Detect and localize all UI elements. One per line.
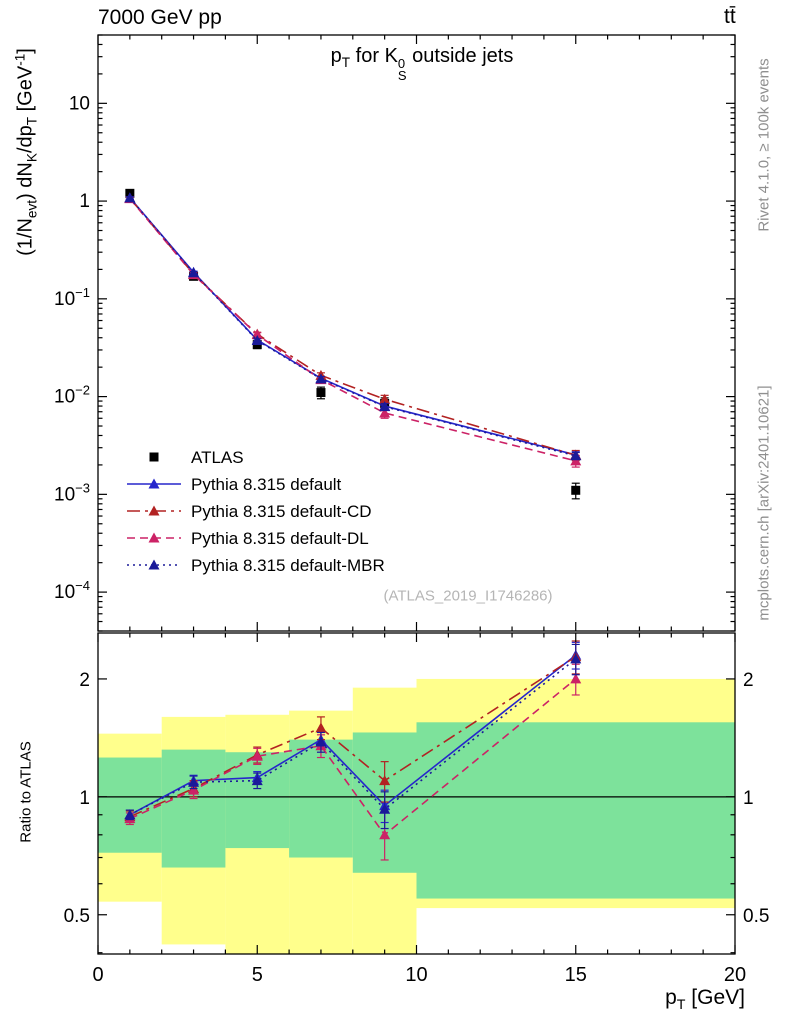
data-point (570, 673, 582, 684)
legend-label: Pythia 8.315 default-MBR (191, 556, 385, 575)
series-pythia-8-315-default-dl (124, 193, 582, 468)
x-axis-label: pT [GeV] (665, 986, 745, 1013)
legend-item-atlas: ATLAS (149, 448, 244, 467)
data-point (149, 452, 159, 462)
legend-item-pythia-8-315-default: Pythia 8.315 default (127, 475, 342, 494)
data-point (124, 809, 136, 820)
main-y-axis-label: (1/Nevt) dNK/dpT [GeV-1] (12, 48, 40, 256)
series-pythia-8-315-default (124, 192, 582, 460)
x-tick-label: 5 (252, 964, 263, 986)
series-pythia-8-315-default-mbr (124, 192, 582, 461)
legend-label: Pythia 8.315 default-CD (191, 502, 372, 521)
data-point (148, 505, 160, 516)
legend: ATLAS Pythia 8.315 default Pythia 8.315 de… (127, 448, 385, 575)
ratio-tick-label: 1 (79, 788, 90, 809)
mcplots-reference-label: mcplots.cern.ch [arXiv:2401.10621] (755, 385, 773, 621)
ratio-tick-label: 0.5 (743, 906, 769, 927)
data-point (124, 192, 136, 203)
inner-uncertainty-band (161, 749, 226, 868)
x-tick-label: 20 (724, 964, 746, 986)
legend-label: Pythia 8.315 default (191, 475, 342, 494)
y-tick-label: 10−3 (54, 480, 90, 505)
ratio-tick-label: 2 (743, 670, 754, 691)
rivet-version-label: Rivet 4.1.0, ≥ 100k events (755, 58, 773, 232)
data-point (315, 373, 327, 384)
data-point (571, 485, 581, 495)
data-point (148, 478, 160, 489)
data-point (315, 736, 327, 747)
data-point (379, 803, 391, 814)
x-tick-label: 10 (405, 964, 427, 986)
legend-item-pythia-8-315-default-cd: Pythia 8.315 default-CD (127, 502, 372, 521)
ratio-tick-label: 1 (743, 788, 754, 809)
data-point (379, 401, 391, 412)
legend-item-pythia-8-315-default-dl: Pythia 8.315 default-DL (127, 529, 369, 548)
data-point (570, 455, 582, 466)
uncertainty-bands (98, 678, 735, 954)
data-point (251, 750, 263, 761)
data-point (570, 653, 582, 664)
data-point (251, 334, 263, 345)
data-point (379, 393, 391, 404)
axis-ticks (97, 34, 736, 954)
x-tick-label: 0 (92, 964, 103, 986)
data-point (148, 532, 160, 543)
legend-label: ATLAS (191, 448, 244, 467)
y-tick-label: 10−2 (54, 383, 90, 408)
legend-item-pythia-8-315-default-mbr: Pythia 8.315 default-MBR (127, 556, 385, 575)
data-point (188, 267, 200, 278)
series-pythia-8-315-default-mbr (124, 643, 582, 830)
ratio-y-axis-label: Ratio to ATLAS (17, 741, 35, 843)
x-tick-label: 15 (565, 964, 587, 986)
series-pythia-8-315-default-cd (124, 192, 582, 462)
data-point (379, 775, 391, 786)
y-tick-label: 10−1 (54, 285, 90, 310)
data-point (316, 388, 326, 398)
inner-uncertainty-band (98, 757, 162, 853)
inner-uncertainty-band (416, 722, 735, 899)
process-label: tt̄ (724, 5, 736, 28)
y-tick-label: 10−4 (54, 578, 90, 603)
legend-label: Pythia 8.315 default-DL (191, 529, 369, 548)
data-point (251, 775, 263, 786)
data-point (315, 722, 327, 733)
analysis-id-watermark: (ATLAS_2019_I1746286) (383, 587, 553, 605)
data-point (148, 559, 160, 570)
data-point (379, 407, 391, 418)
data-point (188, 784, 200, 795)
ratio-tick-label: 0.5 (64, 906, 90, 927)
data-point (570, 450, 582, 461)
data-point (379, 829, 391, 840)
data-point (188, 776, 200, 787)
y-tick-label: 10 (69, 93, 90, 114)
beam-energy-label: 7000 GeV pp (98, 6, 222, 29)
inner-uncertainty-band (289, 739, 353, 858)
y-tick-label: 1 (79, 191, 90, 212)
ratio-tick-label: 2 (79, 670, 90, 691)
